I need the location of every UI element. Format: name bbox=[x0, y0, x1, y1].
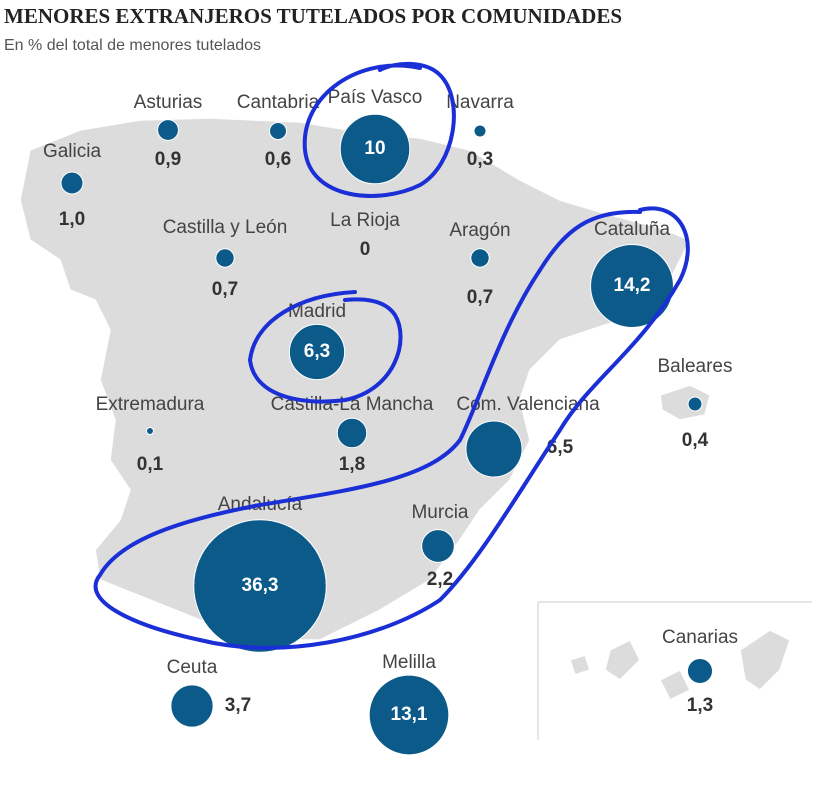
region-name: Asturias bbox=[134, 92, 203, 113]
bubble bbox=[60, 171, 84, 195]
value-label: 3,7 bbox=[225, 695, 251, 716]
region-name: Navarra bbox=[446, 92, 514, 113]
bubble bbox=[368, 674, 450, 756]
region-name: Ceuta bbox=[167, 657, 218, 678]
region-name: Canarias bbox=[662, 627, 738, 648]
region-name: Cantabria bbox=[237, 92, 320, 113]
bubble bbox=[336, 417, 368, 449]
region-name: Melilla bbox=[382, 652, 436, 673]
value-label: 0,3 bbox=[467, 149, 493, 170]
region-name: Aragón bbox=[449, 220, 510, 241]
region-name: Madrid bbox=[288, 301, 346, 322]
bubble bbox=[465, 420, 523, 478]
bubble bbox=[686, 657, 714, 685]
region-name: Castilla y León bbox=[163, 217, 288, 238]
value-label: 0 bbox=[360, 239, 371, 260]
canarias-frame bbox=[537, 601, 812, 740]
region-name: País Vasco bbox=[328, 87, 423, 108]
value-label: 6,3 bbox=[304, 341, 330, 362]
value-label: 2,2 bbox=[427, 569, 453, 590]
value-label: 1,3 bbox=[687, 695, 713, 716]
subtitle: En % del total de menores tutelados bbox=[4, 37, 261, 54]
region-name: Extremadura bbox=[96, 394, 205, 415]
bubble bbox=[268, 121, 288, 141]
value-label: 0,4 bbox=[682, 430, 709, 451]
region-name: Castilla-La Mancha bbox=[271, 394, 434, 415]
value-label: 36,3 bbox=[242, 575, 279, 596]
bubbles: Galicia 1,0 Asturias 0,9 Cantabria 0,6 País Va… bbox=[43, 87, 738, 756]
bubble bbox=[215, 248, 235, 268]
bubble bbox=[590, 244, 674, 328]
bubble bbox=[146, 427, 154, 435]
value-label: 0,7 bbox=[467, 287, 493, 308]
value-label: 0,1 bbox=[137, 454, 164, 475]
value-label: 0,7 bbox=[212, 279, 238, 300]
bubble bbox=[157, 119, 179, 141]
bubble bbox=[170, 684, 214, 728]
value-label: 1,8 bbox=[339, 454, 365, 475]
region-name: La Rioja bbox=[330, 210, 400, 231]
value-label: 10 bbox=[364, 138, 385, 159]
bubble bbox=[687, 396, 703, 412]
value-label: 14,2 bbox=[614, 275, 651, 296]
region-name: Baleares bbox=[658, 356, 733, 377]
title: MENORES EXTRANJEROS TUTELADOS POR COMUNI… bbox=[4, 4, 622, 28]
bubble bbox=[193, 519, 327, 653]
bubble bbox=[473, 124, 487, 138]
region-name: Com. Valenciana bbox=[456, 394, 600, 415]
bubble bbox=[288, 323, 346, 381]
bubble bbox=[339, 113, 411, 185]
region-name: Galicia bbox=[43, 141, 102, 162]
annotations bbox=[93, 61, 690, 650]
land bbox=[19, 117, 791, 702]
value-label: 0,9 bbox=[155, 149, 181, 170]
region-name: Cataluña bbox=[594, 219, 670, 240]
value-label: 0,6 bbox=[265, 149, 291, 170]
value-label: 13,1 bbox=[391, 704, 428, 725]
bubble bbox=[470, 248, 490, 268]
region-name: Murcia bbox=[411, 502, 468, 523]
bubble bbox=[421, 529, 455, 563]
value-label: 1,0 bbox=[59, 209, 85, 230]
